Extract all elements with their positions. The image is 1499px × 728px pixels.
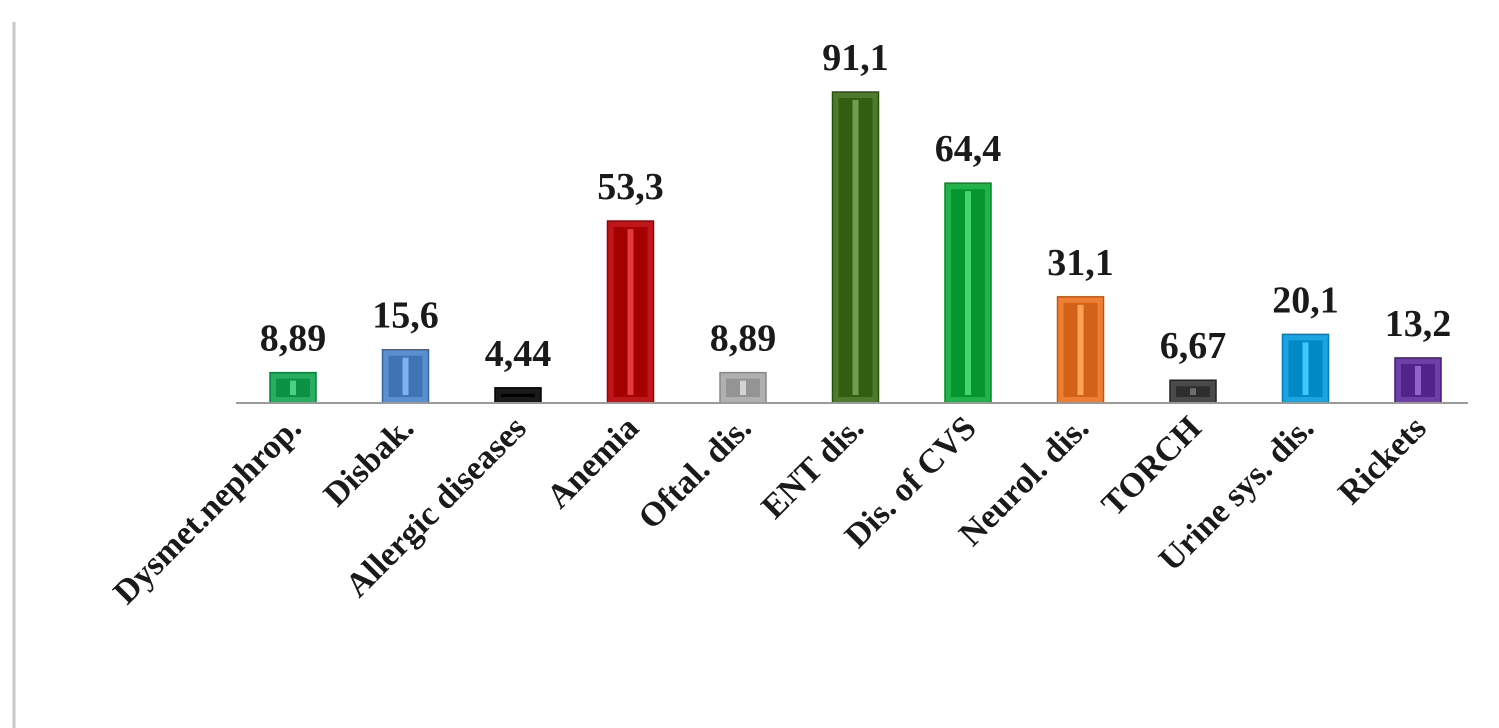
bar [269,371,317,404]
bar [606,220,655,404]
bar-value-label: 4,44 [485,333,552,375]
x-tick-label: Oftal. dis. [632,409,759,536]
bar [494,387,542,404]
bar-value-label: 8,89 [260,318,327,360]
bar [1169,379,1217,404]
x-tick-label: Dysmet.nephrop. [107,409,309,611]
bar [1056,296,1105,404]
bar-value-label: 20,1 [1272,279,1339,321]
bar-highlight [965,191,971,395]
bar-highlight [740,380,746,395]
bar-value-label: 15,6 [372,295,439,337]
x-tick-label: Rickets [1331,409,1433,511]
bars-group [269,91,1442,404]
bar-highlight [1077,304,1084,395]
bar-highlight [402,357,409,395]
bar [831,91,880,404]
bar-highlight [290,380,296,395]
bar-value-label: 53,3 [597,166,664,208]
bar-highlight [627,229,634,395]
bar [1281,333,1330,404]
bar-value-label: 91,1 [822,37,889,79]
bar-highlight [1190,388,1196,395]
x-tick-label: Disbak. [317,409,421,513]
bar-highlight [1302,342,1309,395]
value-labels-group: 8,89 15,6 4,44 53,3 8,89 91,1 64,4 31,1 6,67 20,1… [260,37,1452,375]
bar [1394,357,1442,404]
bar-value-label: 8,89 [710,318,777,360]
bar-value-label: 64,4 [935,128,1002,170]
bar-value-label: 6,67 [1160,325,1227,367]
bar-value-label: 13,2 [1385,303,1452,345]
x-tick-label: TORCH [1095,409,1209,523]
bar-value-label: 31,1 [1047,242,1114,284]
x-tick-label: ENT dis. [755,409,872,526]
bar-bevel [501,393,535,397]
bar-highlight [852,100,859,395]
bar [381,348,430,404]
bar [944,182,992,404]
x-tick-label: Anemia [540,409,646,515]
category-labels-group: Dysmet.nephrop. Disbak.Allergic diseases A… [107,409,1434,611]
bar [719,371,767,404]
bar-highlight [1415,365,1421,395]
